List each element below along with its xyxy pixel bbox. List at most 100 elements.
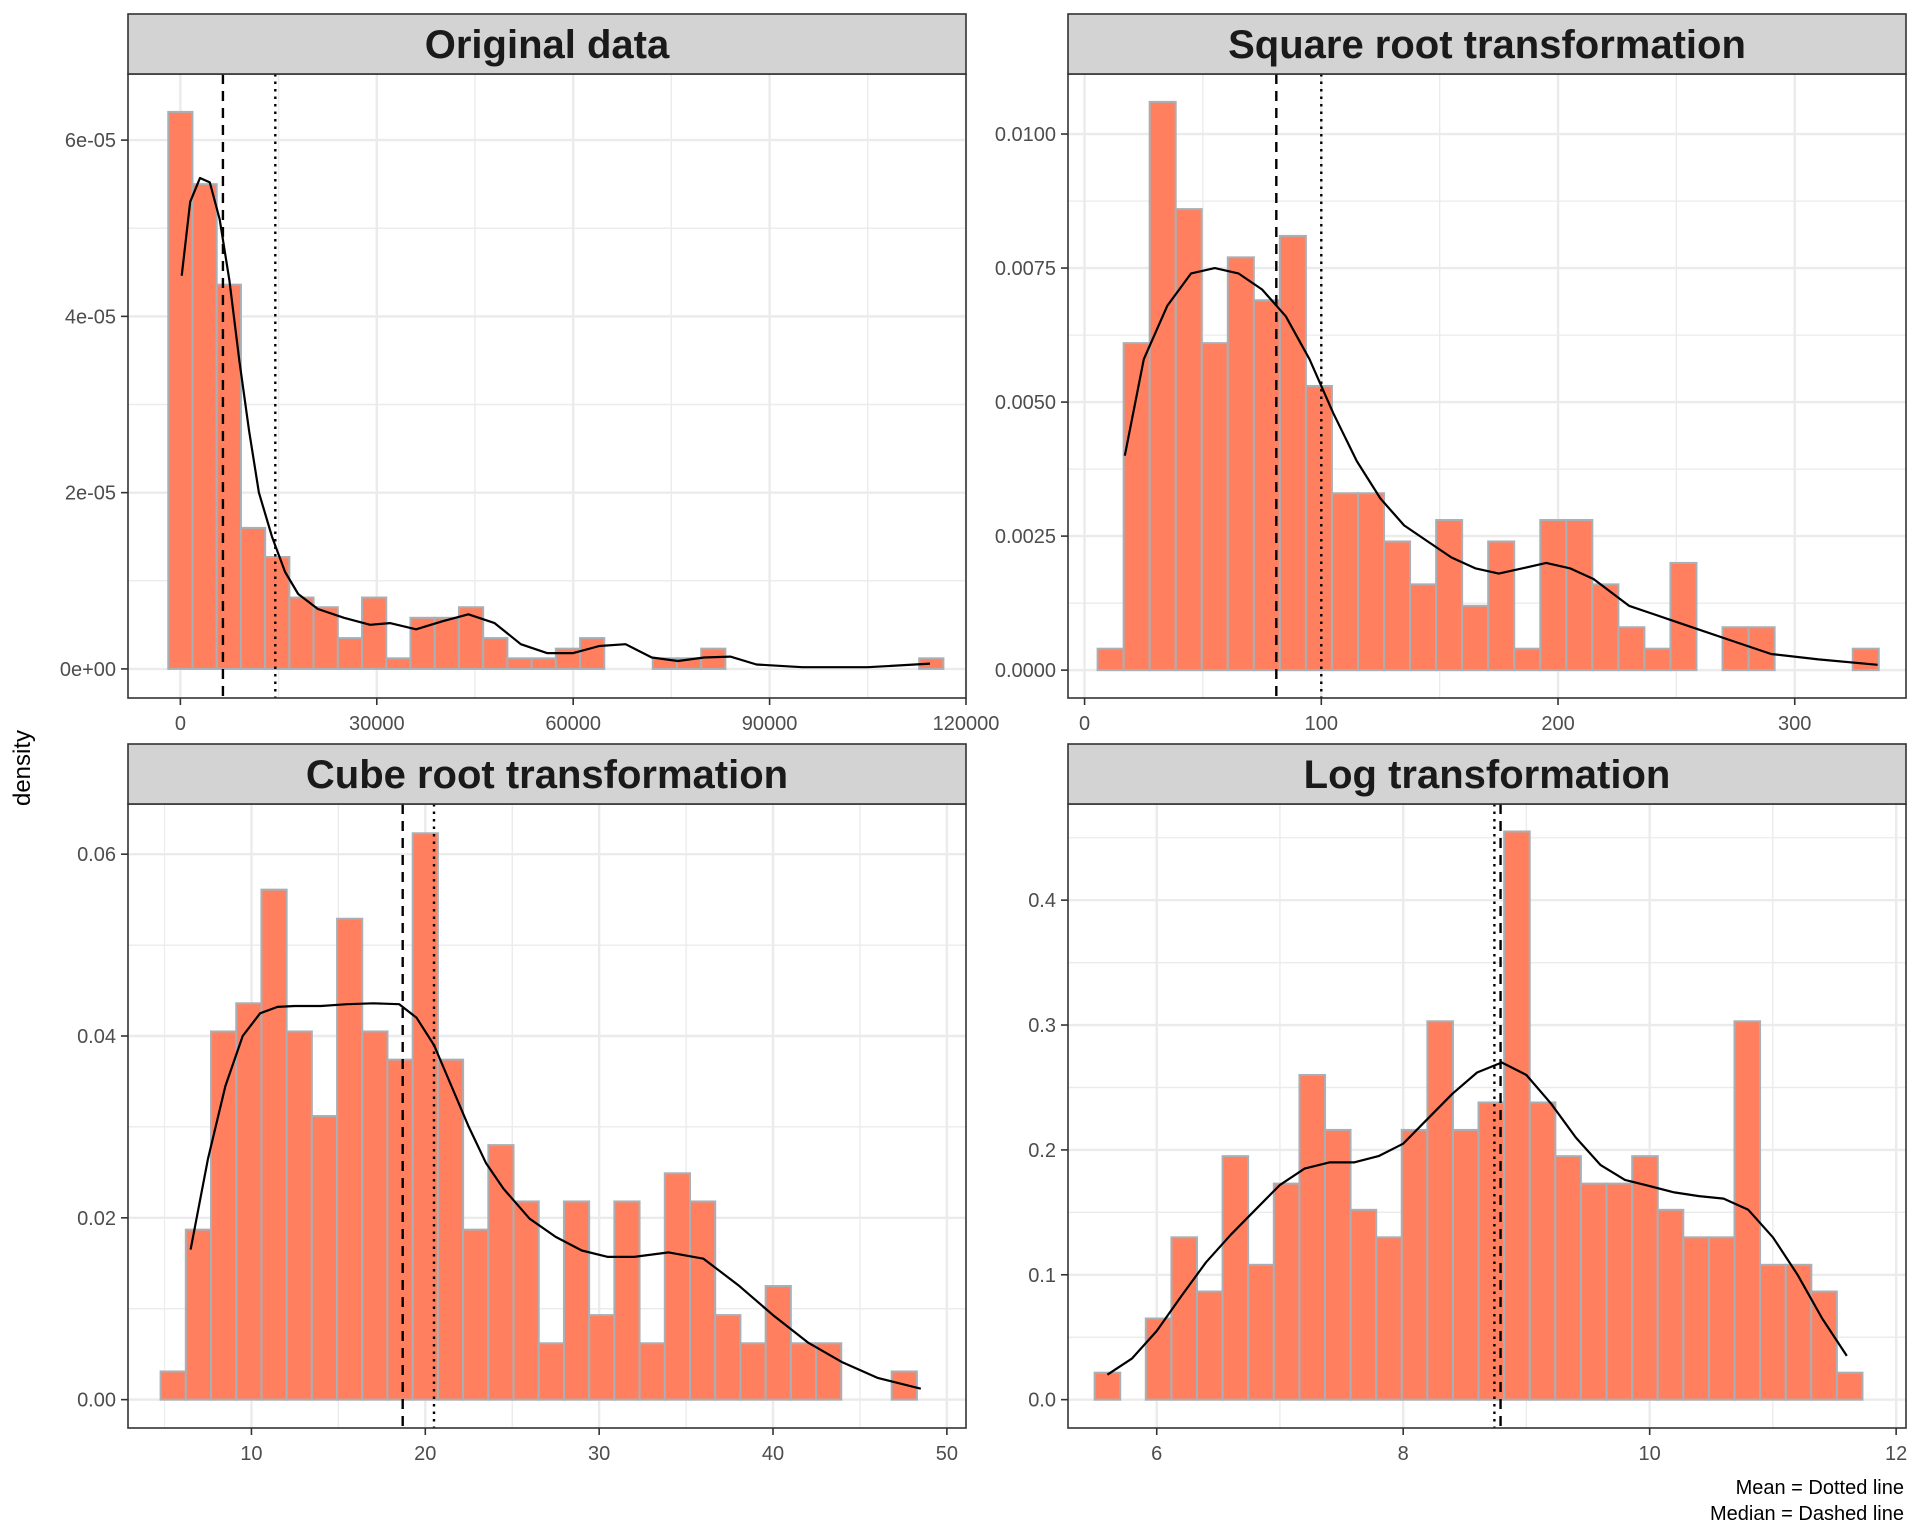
histogram-bar	[1174, 208, 1203, 672]
facet-strip	[127, 13, 967, 75]
histogram-bar	[436, 1058, 465, 1401]
histogram-bar	[1503, 830, 1531, 1401]
y-tick-label: 6e-05	[65, 130, 116, 152]
facet-strip-title: Square root transformation	[1228, 23, 1746, 67]
histogram-bar	[1196, 1290, 1224, 1401]
histogram-bar	[530, 657, 557, 670]
x-tick-label: 50	[936, 1443, 958, 1465]
histogram-bar	[1383, 540, 1412, 672]
histogram-bar	[537, 1342, 565, 1401]
histogram-bar	[1221, 1155, 1250, 1401]
y-tick-label: 0.0025	[995, 526, 1056, 548]
histogram-bar	[1643, 647, 1672, 672]
histogram-bar	[1682, 1236, 1710, 1401]
x-tick-label: 40	[762, 1443, 784, 1465]
histogram-bar	[1631, 1155, 1659, 1401]
x-tick-label: 20	[414, 1443, 436, 1465]
histogram-bar	[1554, 1155, 1582, 1401]
histogram-bar	[1656, 1208, 1685, 1401]
histogram-bar	[1226, 256, 1255, 672]
histogram-bar	[700, 647, 727, 670]
x-tick-label: 0	[175, 713, 186, 735]
histogram-bar	[1356, 492, 1386, 672]
x-tick-label: 30	[588, 1443, 610, 1465]
histogram-bar	[285, 1030, 313, 1401]
histogram-bar	[1617, 626, 1646, 672]
histogram-bar	[1435, 519, 1464, 672]
histogram-bar	[239, 526, 267, 670]
histogram-bar	[512, 1200, 540, 1401]
y-tick-label: 0.2	[1028, 1140, 1056, 1162]
histogram-bar	[1409, 583, 1438, 672]
facet-strip	[1067, 743, 1907, 805]
histogram-bar	[1669, 561, 1698, 672]
density-curve	[1123, 267, 1878, 666]
plot-area	[1096, 74, 1880, 698]
histogram-bar	[1247, 1263, 1275, 1401]
histogram-bar	[1278, 234, 1307, 672]
histogram-bar	[361, 596, 388, 670]
histogram-bar	[562, 1200, 591, 1401]
histogram-bar	[1323, 1128, 1352, 1401]
caption-mean-line: Mean = Dotted line	[1736, 1477, 1904, 1499]
facet-panel-3: 10 20 30 40 50 0.00 0.02 0.04 0.06 Cube root tran…	[77, 743, 967, 1465]
histogram-bar	[1349, 1208, 1378, 1401]
histogram-bar	[579, 637, 606, 670]
histogram-bar	[184, 1228, 213, 1401]
histogram-bar	[288, 596, 315, 670]
histogram-bar	[1759, 1263, 1787, 1401]
x-tick-label: 10	[1639, 1443, 1661, 1465]
histogram-bar	[1487, 540, 1516, 672]
histogram-bar	[1452, 1128, 1480, 1401]
histogram-bar	[1707, 1236, 1736, 1401]
histogram-bar	[588, 1314, 616, 1401]
x-tick-label: 90000	[742, 713, 798, 735]
histogram-bar	[482, 637, 509, 670]
histogram-bar	[1810, 1290, 1838, 1401]
facet-panel-4: 6 8 10 12 0.0 0.1 0.2 0.3 0.4 Log transformation	[1028, 743, 1907, 1465]
histogram-bar	[1426, 1020, 1454, 1401]
histogram-bar	[1144, 1317, 1173, 1401]
histogram-bar	[1539, 519, 1568, 672]
facet-strip-title: Cube root transformation	[306, 753, 788, 797]
histogram-bar	[433, 616, 460, 670]
histogram-bar	[1375, 1236, 1403, 1401]
y-tick-label: 0.0100	[995, 124, 1056, 146]
histogram-bar	[1513, 647, 1542, 672]
facet-panel-2: 0 100 200 300 0.0000 0.0025 0.0050 0.0075 0.0100…	[995, 13, 1907, 735]
x-tick-label: 60000	[545, 713, 601, 735]
plot-area	[1093, 804, 1864, 1428]
x-tick-label: 10	[240, 1443, 262, 1465]
histogram-bar	[167, 110, 194, 670]
x-tick-label: 12	[1885, 1443, 1907, 1465]
histogram-bar	[1579, 1182, 1608, 1401]
facet-strip	[127, 743, 967, 805]
histogram-bar	[159, 1370, 187, 1401]
histogram-bar	[1461, 604, 1490, 672]
x-tick-label: 8	[1398, 1443, 1409, 1465]
plot-area	[167, 74, 945, 698]
histogram-bar	[1721, 626, 1750, 672]
histogram-bar	[1096, 647, 1125, 672]
histogram-bar	[260, 888, 288, 1401]
histogram-bar	[235, 1002, 263, 1401]
y-tick-label: 0.04	[77, 1026, 116, 1048]
histogram-bar	[336, 917, 364, 1401]
plot-area	[159, 804, 922, 1428]
x-tick-label: 120000	[933, 713, 1000, 735]
y-tick-label: 0.0075	[995, 258, 1056, 280]
histogram-bar	[361, 1030, 389, 1401]
panels: 0 30000 60000 90000 120000 0e+00 2e-05 4e-05 6e-…	[60, 13, 1907, 1465]
y-tick-label: 2e-05	[65, 483, 116, 505]
histogram-bar	[815, 1342, 843, 1401]
y-tick-label: 0e+00	[60, 659, 116, 681]
histogram-bar	[312, 606, 339, 670]
histogram-bar	[714, 1314, 742, 1401]
histogram-bar	[663, 1172, 691, 1401]
x-tick-label: 6	[1151, 1443, 1162, 1465]
x-tick-label: 30000	[349, 713, 405, 735]
histogram-bar	[411, 832, 439, 1401]
y-tick-label: 4e-05	[65, 306, 116, 328]
facet-panel-1: 0 30000 60000 90000 120000 0e+00 2e-05 4e-05 6e-…	[60, 13, 1000, 735]
